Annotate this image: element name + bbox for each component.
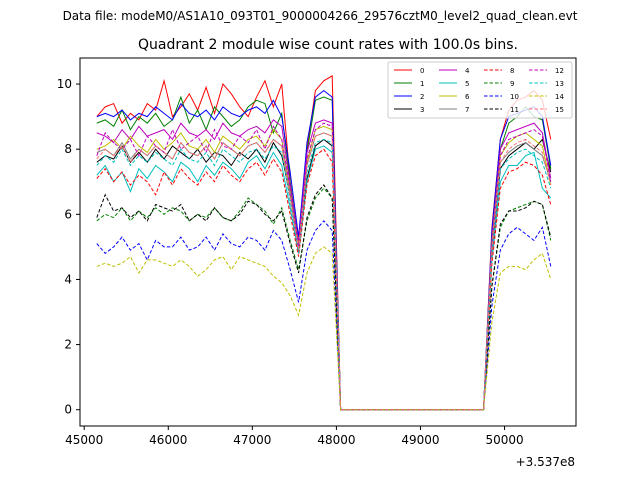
legend-label-8: 8 [510, 67, 514, 75]
legend-label-1: 1 [420, 80, 424, 88]
legend-label-14: 14 [555, 93, 564, 101]
data-file-caption: Data file: modeM0/AS1A10_093T01_90000042… [63, 9, 578, 23]
plot-series-group [96, 75, 552, 411]
series-line-14 [96, 246, 552, 411]
legend-label-4: 4 [465, 67, 470, 75]
series-line-15 [96, 132, 552, 411]
legend-label-3: 3 [420, 106, 424, 114]
x-tick-label: 49000 [401, 433, 439, 447]
legend-label-2: 2 [420, 93, 424, 101]
legend-label-10: 10 [510, 93, 519, 101]
y-tick-label: 10 [57, 77, 72, 91]
y-tick-label: 8 [64, 142, 72, 156]
legend-label-9: 9 [510, 80, 514, 88]
legend-label-11: 11 [510, 106, 519, 114]
y-tick-label: 0 [64, 403, 72, 417]
y-tick-label: 2 [64, 338, 72, 352]
legend-label-5: 5 [465, 80, 469, 88]
legend-label-0: 0 [420, 67, 424, 75]
y-tick-label: 4 [64, 272, 72, 286]
x-axis-offset-label: +3.537e8 [516, 455, 575, 469]
legend-box [387, 61, 573, 119]
x-tick-label: 45000 [65, 433, 103, 447]
x-tick-label: 50000 [485, 433, 523, 447]
series-line-10 [96, 220, 552, 411]
chart-title: Quadrant 2 module wise count rates with … [138, 37, 518, 53]
legend-label-13: 13 [555, 80, 564, 88]
y-tick-label: 6 [64, 207, 72, 221]
x-tick-label: 46000 [149, 433, 187, 447]
x-tick-label: 47000 [233, 433, 271, 447]
axes-group: 45000 46000 47000 48000 49000 50000 0 2 4 6 8 10 [57, 77, 524, 447]
plot-frame [79, 57, 577, 427]
x-tick-label: 48000 [317, 433, 355, 447]
legend-label-6: 6 [465, 93, 470, 101]
legend-label-15: 15 [555, 106, 564, 114]
legend-label-7: 7 [465, 106, 469, 114]
series-line-11 [96, 184, 552, 411]
legend-label-12: 12 [555, 67, 564, 75]
